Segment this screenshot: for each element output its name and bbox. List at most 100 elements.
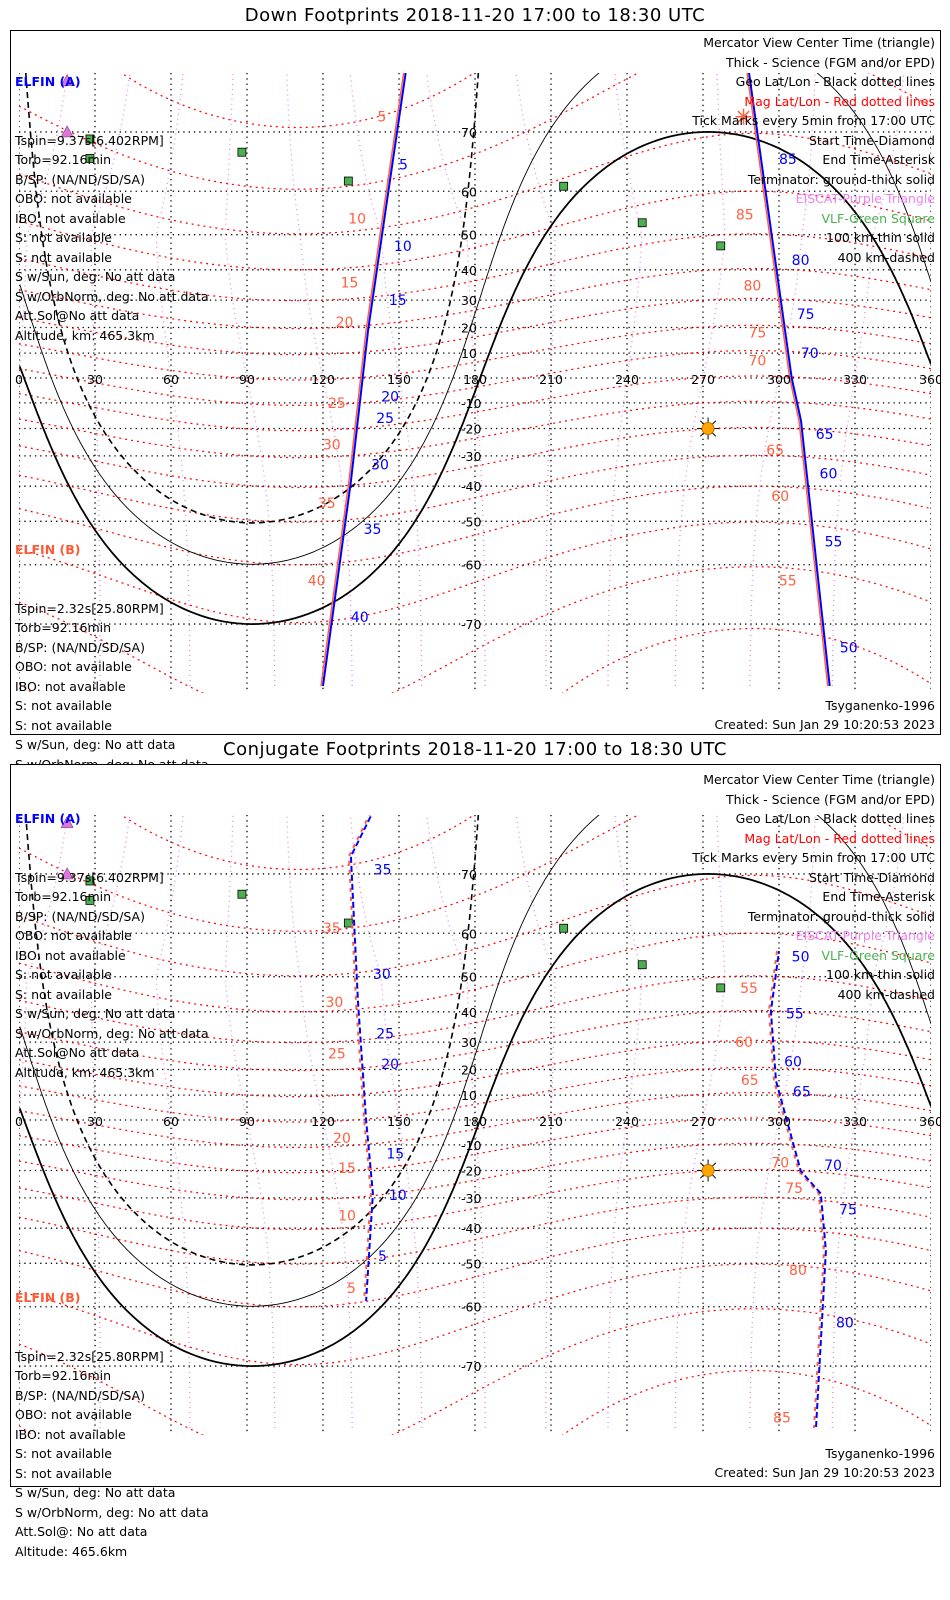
info-line: Tspin=2.32s[25.80RPM] (15, 1348, 164, 1364)
mag-lon-line (674, 815, 726, 1429)
terminator-ground (19, 872, 931, 1368)
x-tick-label: 360 (919, 372, 940, 387)
track-mag-line (746, 73, 829, 687)
track-time-label-blue: 20 (381, 389, 399, 405)
x-tick-label: 300 (767, 372, 791, 387)
mag-lon-line (224, 73, 276, 687)
track-time-label-red: 40 (308, 573, 326, 589)
mag-lon-line (286, 815, 353, 1429)
info-line: IBO: not available (15, 210, 126, 226)
legend-item: Start Time-Diamond (808, 132, 935, 148)
track-time-label-blue: 30 (371, 458, 389, 474)
track-time-label-blue: 15 (389, 293, 407, 309)
track-time-label-red: 25 (328, 396, 346, 412)
track-time-label-red: 35 (318, 496, 336, 512)
mag-lon-line (286, 73, 353, 687)
track-time-label-blue: 10 (394, 239, 412, 255)
down-footprints-map: 5 10 15 20 25 30 35 40 5 10 15 20 25 30 35 40 85 80 75 70 65… (15, 73, 940, 693)
mag-lat-line (19, 874, 931, 977)
track-time-label-blue: 50 (840, 641, 858, 657)
x-tick-label: 150 (387, 1114, 411, 1129)
track-time-label-blue: 60 (784, 1054, 802, 1070)
x-tick-label: 120 (311, 372, 335, 387)
track-line (322, 73, 407, 687)
legend-item: VLF-Green Square (821, 210, 935, 226)
y-tick-label: 20 (461, 320, 477, 335)
info-line: OBO: not available (15, 191, 132, 206)
x-tick-label: 60 (163, 1114, 179, 1129)
y-tick-label: 20 (461, 1062, 477, 1077)
track-time-label-red: 85 (773, 1410, 791, 1426)
y-tick-label: 60 (461, 184, 477, 199)
mag-lat-line (19, 132, 931, 235)
asterisk-stroke (737, 110, 750, 123)
track-time-label-red: 30 (325, 995, 343, 1011)
info-line: OBO: not available (15, 659, 132, 674)
y-tick-label: -50 (461, 1256, 481, 1271)
legend-item: Terminator: ground-thick solid (747, 171, 935, 187)
y-tick-label: -40 (461, 1221, 481, 1236)
end-asterisk-marker (735, 108, 752, 125)
vlf-site-square (85, 876, 95, 886)
y-tick-label: -50 (461, 514, 481, 529)
track-time-label-blue: 40 (351, 610, 369, 626)
legend-item: VLF-Green Square (821, 947, 935, 963)
x-tick-label: 0 (15, 372, 23, 387)
info-line: Altitude: 465.6km (15, 1543, 128, 1559)
info-line: S w/OrbNorm, deg: No att data (15, 1025, 209, 1041)
info-line: Torb=92.16min (15, 152, 112, 167)
vlf-site-square (85, 134, 95, 144)
x-tick-label: 180 (463, 372, 487, 387)
info-line: Altitude, km: 465.3km (15, 1064, 155, 1080)
info-line: Torb=92.16min (15, 889, 112, 904)
terminator-400km (24, 73, 480, 524)
legend-item: Start Time-Diamond (808, 869, 935, 885)
track-time-label-blue: 35 (364, 522, 382, 538)
panel-title-down: Down Footprints 2018-11-20 17:00 to 18:3… (244, 5, 706, 26)
y-tick-label: -10 (461, 1138, 481, 1153)
track-time-label-red: 15 (341, 275, 359, 291)
y-tick-label: 10 (461, 1088, 477, 1103)
track-time-label-red: 75 (749, 326, 767, 342)
track-time-label-red: 30 (323, 438, 341, 454)
mag-lat-line (19, 1009, 931, 1072)
info-line: B/SP: (NA/ND/SD/SA) (15, 908, 145, 924)
info-line: Att.Sol@No att data (15, 1045, 140, 1060)
info-line: S w/Sun, deg: No att data (15, 269, 176, 284)
info-line: S w/Sun, deg: No att data (15, 1006, 176, 1021)
info-line: Tspin=2.32s[25.80RPM] (15, 600, 164, 616)
track-time-label-blue: 75 (839, 1203, 857, 1219)
x-tick-label: 300 (767, 1114, 791, 1129)
legend-item: Tick Marks every 5min from 17:00 UTC (692, 113, 935, 128)
track-time-label-blue: 5 (378, 1249, 387, 1265)
legend-item: 400 km-dashed (837, 986, 935, 1002)
info-line: S w/Sun, deg: No att data (15, 737, 176, 752)
track-time-label-blue: 55 (825, 535, 843, 551)
info-line: S: not available (15, 717, 112, 733)
info-line: S w/OrbNorm, deg: No att data (15, 1504, 209, 1520)
track-time-label-red: 65 (766, 443, 784, 459)
track-line (748, 73, 831, 687)
track-time-label-red: 20 (333, 1131, 351, 1147)
y-tick-label: 40 (461, 263, 477, 278)
track-time-label-blue: 70 (801, 346, 819, 362)
info-line: IBO: not available (15, 678, 126, 694)
track-time-label-blue: 65 (793, 1084, 811, 1100)
vlf-site-square (237, 889, 247, 899)
map-layer: 35 30 25 20 15 10 5 35 30 25 20 15 10 5 50 55 60 65 70 75 80… (19, 815, 931, 1435)
elfin-b-label: ELFIN (B) (15, 542, 81, 557)
info-line: S: not available (15, 986, 112, 1002)
track-time-label-blue: 65 (816, 427, 834, 443)
vlf-site-square (637, 960, 647, 970)
legend-item: Mag Lat/Lon - Red dotted lines (744, 830, 935, 846)
info-line: S: not available (15, 249, 112, 265)
legend: Mercator View Center Time (triangle) Thic… (692, 770, 935, 1004)
track-time-label-blue: 55 (786, 1006, 804, 1022)
model-label: Tsyganenko-1996 (825, 698, 935, 713)
track-time-label-blue: 80 (792, 253, 810, 269)
y-tick-label: -10 (461, 396, 481, 411)
mag-lon-line (749, 73, 816, 687)
info-line: S w/Sun, deg: No att data (15, 1485, 176, 1500)
y-tick-label: -20 (461, 1164, 481, 1179)
info-line: S: not available (15, 230, 112, 245)
